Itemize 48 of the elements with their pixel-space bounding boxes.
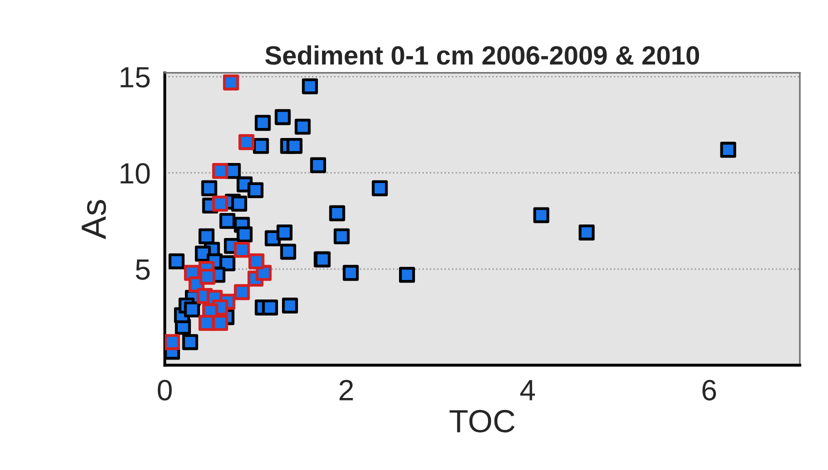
point xyxy=(168,253,185,270)
point xyxy=(302,78,318,94)
x-tick-label: 6 xyxy=(702,380,716,401)
point xyxy=(238,134,254,150)
point xyxy=(199,268,216,285)
point xyxy=(236,226,253,242)
point xyxy=(231,196,248,212)
x-tick-label: 2 xyxy=(340,380,353,400)
point xyxy=(286,138,302,154)
point xyxy=(252,138,269,154)
point xyxy=(533,207,550,224)
chart-title: Sediment 0-1 cm 2006-2009 & 2010 xyxy=(265,45,700,65)
point xyxy=(276,224,293,240)
point xyxy=(201,180,218,196)
point xyxy=(184,301,200,318)
point xyxy=(282,298,298,314)
y-tick-label: 10 xyxy=(120,163,150,184)
y-tick-label: 15 xyxy=(120,67,150,88)
point xyxy=(248,253,264,270)
point xyxy=(219,212,236,229)
point xyxy=(198,228,214,244)
point xyxy=(164,334,180,350)
point xyxy=(310,157,326,174)
point xyxy=(372,180,388,196)
point xyxy=(234,284,250,300)
point xyxy=(294,118,311,135)
y-axis-title: As xyxy=(82,200,106,240)
point xyxy=(223,74,239,90)
point xyxy=(329,205,346,222)
point xyxy=(182,334,198,350)
point xyxy=(254,114,271,131)
point xyxy=(280,244,296,260)
point xyxy=(212,162,228,179)
point xyxy=(262,300,278,316)
point xyxy=(248,182,264,198)
point xyxy=(234,242,250,258)
point xyxy=(212,314,228,331)
point xyxy=(212,196,228,212)
point xyxy=(274,109,291,126)
y-tick-label: 5 xyxy=(136,260,150,280)
point xyxy=(334,228,350,244)
point xyxy=(720,142,736,158)
point xyxy=(399,266,415,283)
x-axis-title: TOC xyxy=(450,410,515,433)
point xyxy=(342,264,359,281)
x-tick-label: 0 xyxy=(158,380,172,401)
x-tick-label: 4 xyxy=(520,380,535,400)
point xyxy=(578,224,595,240)
